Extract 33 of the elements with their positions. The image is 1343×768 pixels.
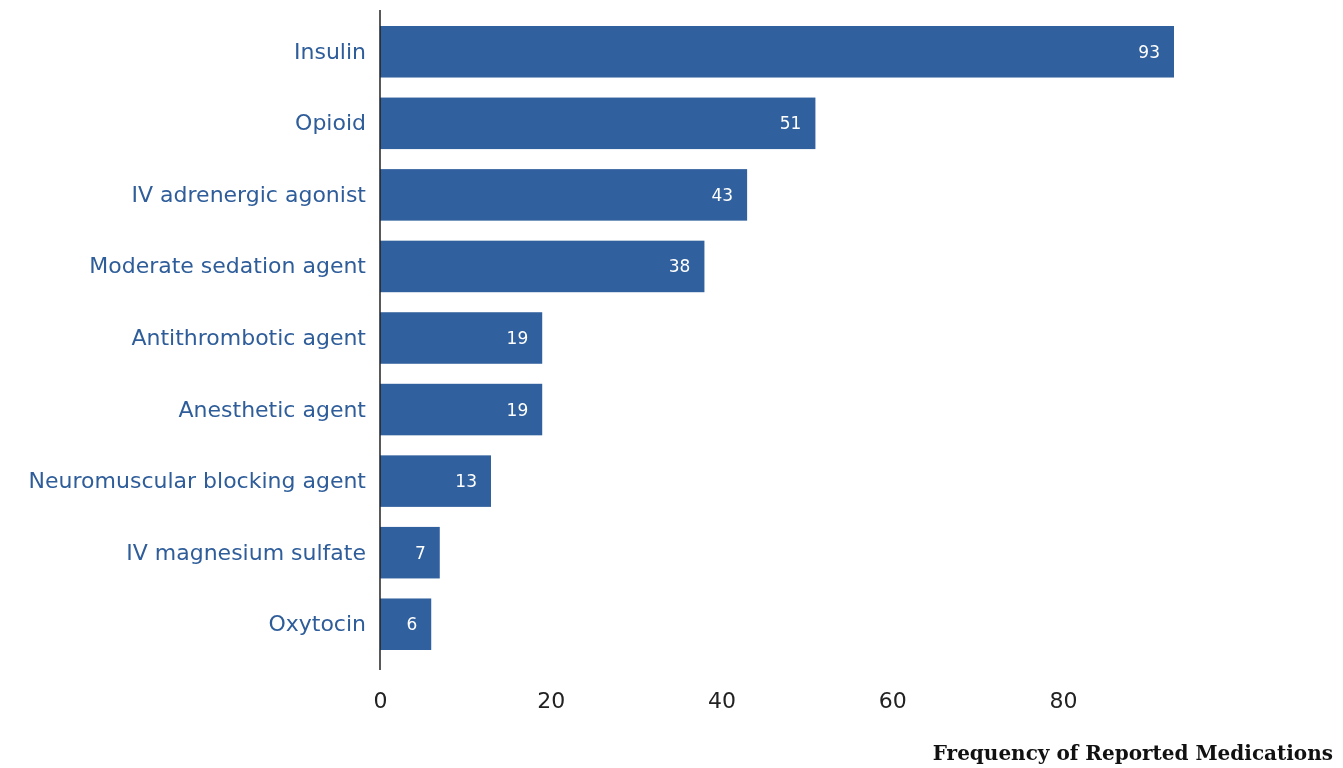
data-label: 51 xyxy=(779,113,802,134)
y-tick-label: Opioid xyxy=(295,110,366,136)
data-label: 13 xyxy=(455,471,477,492)
bar xyxy=(380,97,816,150)
bar xyxy=(380,598,432,650)
y-tick-label: IV adrenergic agonist xyxy=(131,181,367,207)
data-label: 19 xyxy=(506,327,529,348)
bar xyxy=(380,455,491,507)
y-tick-label: Neuromuscular blocking agent xyxy=(28,468,367,494)
bar xyxy=(380,383,543,436)
bar xyxy=(380,240,705,293)
bar xyxy=(380,312,543,364)
x-axis-title: Frequency of Reported Medications xyxy=(932,741,1333,765)
bar xyxy=(380,26,1174,78)
y-tick-label: Insulin xyxy=(293,38,366,64)
x-tick-label: 20 xyxy=(537,687,566,713)
y-tick-label: Antithrombotic agent xyxy=(131,325,367,351)
bar xyxy=(380,169,748,221)
bar xyxy=(380,526,440,579)
x-tick-label: 40 xyxy=(708,687,737,713)
x-tick-label: 60 xyxy=(878,687,907,713)
data-label: 6 xyxy=(406,614,418,635)
y-tick-label: Anesthetic agent xyxy=(178,396,367,422)
data-label: 93 xyxy=(1138,41,1160,62)
y-tick-label: IV magnesium sulfate xyxy=(126,539,366,565)
x-tick-label: 0 xyxy=(373,687,388,713)
data-label: 19 xyxy=(506,399,529,420)
data-label: 7 xyxy=(414,542,426,563)
y-tick-label: Oxytocin xyxy=(268,611,366,637)
data-label: 38 xyxy=(668,256,691,277)
x-tick-label: 80 xyxy=(1049,687,1078,713)
data-label: 43 xyxy=(711,184,734,205)
y-tick-label: Moderate sedation agent xyxy=(89,253,367,279)
